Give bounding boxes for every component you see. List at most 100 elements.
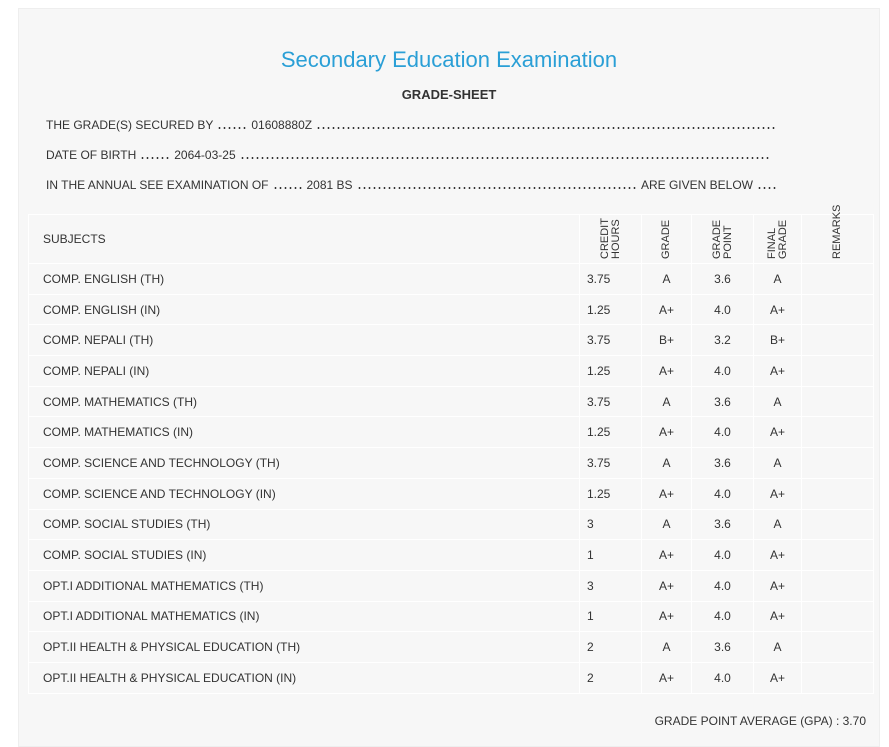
cell: A+ bbox=[641, 477, 692, 510]
column-header: GRADE POINT bbox=[691, 214, 754, 264]
info-value: 2081 BS bbox=[306, 178, 353, 192]
cell: A+ bbox=[641, 355, 692, 387]
remarks-cell bbox=[801, 631, 874, 663]
cell: COMP. ENGLISH (IN) bbox=[28, 293, 580, 326]
cell: A+ bbox=[753, 539, 802, 571]
gpa: GRADE POINT AVERAGE (GPA) : 3.70 bbox=[654, 714, 866, 728]
leader bbox=[272, 187, 303, 189]
cell: A bbox=[641, 508, 692, 541]
title: Secondary Education Examination bbox=[280, 47, 618, 72]
cell: A+ bbox=[753, 661, 802, 694]
cell: 1.25 bbox=[579, 355, 642, 387]
remarks-cell bbox=[801, 355, 874, 387]
cell: 1 bbox=[579, 600, 642, 633]
cell: A bbox=[753, 447, 802, 479]
info-suffix: ARE GIVEN BELOW bbox=[640, 178, 753, 192]
cell: A+ bbox=[753, 477, 802, 510]
grade-table: SUBJECTS CREDIT HOURS GRADE GRADE POINT FINA… bbox=[28, 204, 874, 694]
cell: A bbox=[641, 631, 692, 663]
subject-row: OPT.II HEALTH & PHYSICAL EDUCATION (TH) 2… bbox=[28, 631, 874, 663]
remarks-cell bbox=[801, 600, 874, 633]
cell: A bbox=[753, 385, 802, 418]
remarks-cell bbox=[801, 263, 874, 295]
column-header: SUBJECTS bbox=[28, 214, 580, 264]
remarks-cell bbox=[801, 324, 874, 357]
cell: COMP. SOCIAL STUDIES (IN) bbox=[28, 539, 580, 571]
leader bbox=[217, 127, 248, 129]
cell: A bbox=[641, 447, 692, 479]
subject-row: COMP. MATHEMATICS (IN) 1.25 A+ 4.0 A+ bbox=[28, 416, 874, 449]
header-row: SUBJECTS CREDIT HOURS GRADE GRADE POINT FINA… bbox=[28, 204, 874, 264]
cell: COMP. MATHEMATICS (TH) bbox=[28, 385, 580, 418]
cell: 3.75 bbox=[579, 263, 642, 295]
remarks-cell bbox=[801, 477, 874, 510]
remarks-cell bbox=[801, 661, 874, 694]
subject-row: COMP. SCIENCE AND TECHNOLOGY (TH) 3.75 A 3.… bbox=[28, 447, 874, 479]
column-header-text: CREDIT HOURS bbox=[598, 217, 622, 259]
cell: 2 bbox=[579, 631, 642, 663]
cell: COMP. ENGLISH (TH) bbox=[28, 263, 580, 295]
leader bbox=[140, 157, 171, 159]
grade-sheet: Secondary Education Examination GRADE-SH… bbox=[18, 8, 880, 747]
remarks-cell bbox=[801, 385, 874, 418]
cell: B+ bbox=[753, 324, 802, 357]
cell: COMP. MATHEMATICS (IN) bbox=[28, 416, 580, 449]
leader bbox=[316, 127, 777, 129]
cell: OPT.I ADDITIONAL MATHEMATICS (IN) bbox=[28, 600, 580, 633]
cell: A bbox=[753, 508, 802, 541]
subject-row: OPT.I ADDITIONAL MATHEMATICS (IN) 1 A+ 4.0 A… bbox=[28, 600, 874, 633]
cell: OPT.II HEALTH & PHYSICAL EDUCATION (IN) bbox=[28, 661, 580, 694]
subtitle: GRADE-SHEET bbox=[401, 87, 497, 102]
cell: A bbox=[753, 263, 802, 295]
cell: B+ bbox=[641, 324, 692, 357]
cell: COMP. SCIENCE AND TECHNOLOGY (TH) bbox=[28, 447, 580, 479]
cell: OPT.II HEALTH & PHYSICAL EDUCATION (TH) bbox=[28, 631, 580, 663]
subject-row: COMP. NEPALI (TH) 3.75 B+ 3.2 B+ bbox=[28, 324, 874, 357]
column-header: GRADE bbox=[641, 214, 692, 264]
subject-row: COMP. MATHEMATICS (TH) 3.75 A 3.6 A bbox=[28, 385, 874, 418]
subject-row: COMP. SOCIAL STUDIES (TH) 3 A 3.6 A bbox=[28, 508, 874, 541]
leader bbox=[356, 187, 637, 189]
cell: A+ bbox=[641, 416, 692, 449]
cell: A+ bbox=[753, 569, 802, 602]
cell: 3.6 bbox=[691, 385, 754, 418]
info-value: 01608880Z bbox=[251, 118, 313, 132]
remarks-cell bbox=[801, 293, 874, 326]
remarks-cell bbox=[801, 416, 874, 449]
column-header: REMARKS bbox=[801, 204, 874, 264]
cell: A+ bbox=[641, 293, 692, 326]
remarks-cell bbox=[801, 539, 874, 571]
cell: COMP. SCIENCE AND TECHNOLOGY (IN) bbox=[28, 477, 580, 510]
info-value: 2064-03-25 bbox=[174, 148, 236, 162]
info-label: IN THE ANNUAL SEE EXAMINATION OF bbox=[46, 178, 269, 192]
info-line: THE GRADE(S) SECURED BY 01608880Z bbox=[46, 117, 781, 133]
subject-row: COMP. SOCIAL STUDIES (IN) 1 A+ 4.0 A+ bbox=[28, 539, 874, 571]
cell: 4.0 bbox=[691, 661, 754, 694]
cell: 1.25 bbox=[579, 293, 642, 326]
cell: A bbox=[641, 263, 692, 295]
cell: COMP. NEPALI (TH) bbox=[28, 324, 580, 357]
cell: OPT.I ADDITIONAL MATHEMATICS (TH) bbox=[28, 569, 580, 602]
subject-row: OPT.II HEALTH & PHYSICAL EDUCATION (IN) 2… bbox=[28, 661, 874, 694]
cell: A+ bbox=[753, 416, 802, 449]
subject-row: COMP. ENGLISH (IN) 1.25 A+ 4.0 A+ bbox=[28, 293, 874, 326]
column-header-text: GRADE bbox=[660, 219, 672, 259]
cell: A+ bbox=[641, 569, 692, 602]
cell: A bbox=[641, 385, 692, 418]
cell: 3.75 bbox=[579, 385, 642, 418]
cell: 4.0 bbox=[691, 416, 754, 449]
cell: 4.0 bbox=[691, 539, 754, 571]
cell: 4.0 bbox=[691, 569, 754, 602]
remarks-cell bbox=[801, 569, 874, 602]
info-label: DATE OF BIRTH bbox=[46, 148, 137, 162]
cell: A+ bbox=[753, 600, 802, 633]
cell: 4.0 bbox=[691, 355, 754, 387]
cell: 4.0 bbox=[691, 293, 754, 326]
cell: 3 bbox=[579, 569, 642, 602]
cell: A bbox=[753, 631, 802, 663]
column-header: CREDIT HOURS bbox=[579, 214, 642, 264]
cell: A+ bbox=[641, 661, 692, 694]
subject-row: OPT.I ADDITIONAL MATHEMATICS (TH) 3 A+ 4.0 A… bbox=[28, 569, 874, 602]
cell: 2 bbox=[579, 661, 642, 694]
